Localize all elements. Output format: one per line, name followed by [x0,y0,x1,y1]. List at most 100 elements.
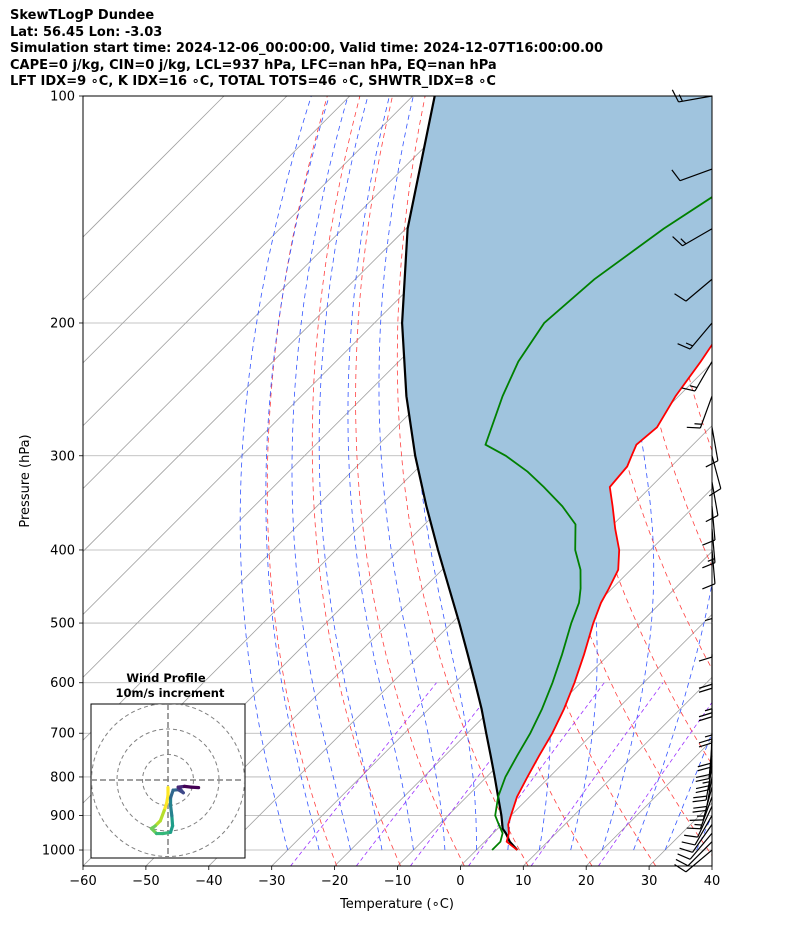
mixing-ratio-line [355,682,499,866]
isotherm-line [775,96,794,866]
index-line: LFT IDX=9 ∘C, K IDX=16 ∘C, TOTAL TOTS=46… [10,74,496,89]
isotherm-line [523,676,712,866]
wind-barb [698,623,713,662]
isotherm-line [334,488,712,866]
dry-adiabat [513,96,712,857]
moist-adiabat [664,731,712,851]
wind-barb [672,228,713,247]
hodograph-segment [189,785,201,790]
wind-barb [681,361,713,392]
y-tick-label: 800 [50,770,75,785]
chart-title: SkewTLogP Dundee [10,8,155,23]
y-tick-label: 1000 [42,844,75,859]
wind-barb [671,89,713,103]
isotherm-line [83,96,413,427]
x-tick-label: 40 [704,874,721,889]
wind-barb [705,427,719,468]
dry-adiabat [311,96,401,866]
moist-adiabat [633,96,712,851]
moist-adiabat [728,96,794,850]
moist-adiabat [291,96,351,851]
dewpoint-profile-line [484,196,712,851]
wind-barb [684,806,713,838]
moist-adiabat [759,96,794,850]
x-tick-label: 20 [578,874,595,889]
y-tick-label: 900 [50,809,75,824]
parcel-profile-line [400,96,519,851]
moist-adiabat [548,96,598,851]
isotherm-line [83,96,476,490]
wind-barb [677,322,713,350]
location-line: Lat: 56.45 Lon: -3.03 [10,24,163,40]
wind-barb [702,528,716,569]
dry-adiabat [784,96,794,866]
wind-barb [698,654,713,693]
chart-header: SkewTLogP Dundee Lat: 56.45 Lon: -3.03 S… [10,8,603,91]
wind-barb [681,815,713,846]
wind-barb [702,549,716,590]
isotherm-line [460,613,712,866]
y-tick-label: 500 [50,617,75,632]
isotherm-line [83,96,351,364]
x-tick-label: 0 [456,874,464,889]
cin-shading [402,96,712,850]
moist-adiabat [239,96,312,851]
y-tick-label: 200 [50,316,75,331]
isotherm-line [83,96,288,301]
isotherm-line [271,425,712,866]
x-axis-label: Temperature (∘C) [339,897,454,912]
x-tick-label: −50 [132,874,159,889]
time-line: Simulation start time: 2024-12-06_00:00:… [10,41,603,56]
wind-barb [686,796,713,830]
dry-adiabat [652,96,712,452]
y-tick-label: 700 [50,727,75,742]
isotherm-line [83,96,225,238]
hodograph-title-line1: Wind Profile [126,671,206,685]
cape-line: CAPE=0 j/kg, CIN=0 j/kg, LCL=937 hPa, LF… [10,57,497,73]
wind-barb [674,278,713,302]
wind-barb [702,506,716,546]
wind-barb [677,832,713,860]
moist-adiabat [265,96,330,851]
hodograph-segment [170,814,175,828]
mixing-ratio-line [290,682,437,866]
wind-barb [674,849,713,873]
wind-barb [679,824,713,853]
moist-adiabat [378,96,446,851]
temperature-profile-line [505,343,712,851]
mixing-ratio-line [468,682,605,866]
dry-adiabat [266,96,338,866]
x-tick-label: −40 [195,874,222,889]
x-tick-label: −30 [258,874,285,889]
y-tick-label: 300 [50,449,75,464]
x-tick-label: 10 [515,874,532,889]
moist-adiabat [347,96,414,851]
y-tick-label: 400 [50,543,75,558]
hodograph-segment [168,803,174,818]
y-tick-label: 600 [50,676,75,691]
y-tick-label: 100 [50,90,75,105]
wind-barb [692,776,713,813]
isotherm-line [711,865,712,866]
x-tick-label: −20 [321,874,348,889]
dry-adiabat [719,96,794,866]
x-tick-label: 30 [641,874,658,889]
moist-adiabat [318,96,383,851]
wind-barb [686,395,713,429]
mixing-ratio-line [598,701,712,866]
wind-barb [671,168,713,182]
x-tick-label: −10 [384,874,411,889]
dry-adiabat [751,96,794,866]
wind-barb [675,841,713,867]
y-axis-label: Pressure (hPa) [18,434,33,527]
dry-adiabat [355,96,465,866]
wind-barb [704,588,713,623]
mixing-ratio-line [410,682,550,866]
hodograph-title-line2: 10m/s increment [116,686,225,700]
dry-adiabat [396,96,529,866]
wind-barb [708,455,722,497]
mixing-ratio-line [530,682,664,866]
x-tick-label: −60 [69,874,96,889]
wind-barb [705,481,719,523]
